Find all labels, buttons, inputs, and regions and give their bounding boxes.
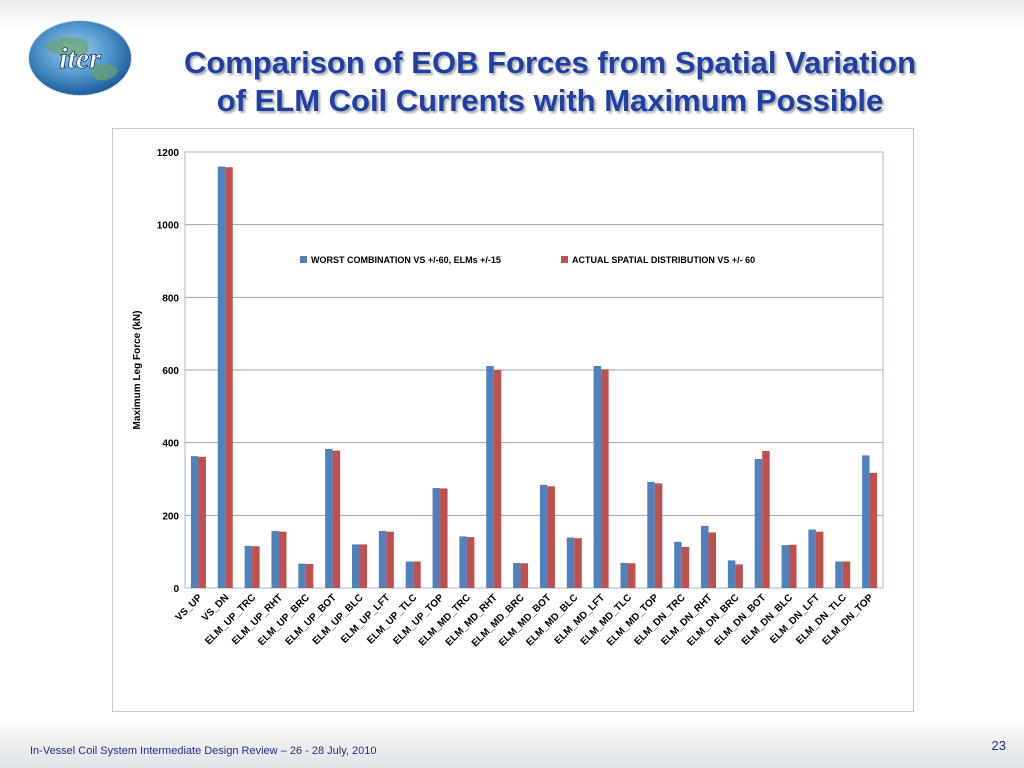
bar-actual-elm-up-trc bbox=[252, 546, 260, 588]
y-tick-label: 1000 bbox=[157, 221, 180, 232]
bar-actual-elm-md-trc bbox=[466, 537, 475, 588]
bar-actual-elm-up-top bbox=[440, 488, 448, 588]
bar-worst-elm-dn-trc bbox=[674, 541, 682, 588]
bar-actual-elm-dn-rht bbox=[708, 532, 716, 588]
bar-actual-elm-dn-blc bbox=[789, 544, 797, 588]
bar-worst-elm-md-trc bbox=[459, 536, 467, 588]
y-tick-label: 600 bbox=[162, 366, 179, 377]
slide-header-band bbox=[0, 0, 1024, 30]
bar-actual-elm-dn-brc bbox=[735, 564, 743, 588]
bar-worst-elm-md-blc bbox=[566, 537, 575, 588]
chart-frame: 0 200 400 600 800 1000 1200 Maximum Leg Force (… bbox=[112, 128, 914, 712]
legend-swatch-worst bbox=[300, 256, 307, 263]
bar-worst-elm-md-tlc bbox=[620, 562, 628, 588]
bar-actual-elm-up-tlc bbox=[413, 561, 421, 588]
bar-actual-elm-md-rht bbox=[493, 370, 502, 588]
bar-worst-elm-dn-top bbox=[862, 455, 870, 588]
bar-worst-elm-up-bot bbox=[325, 448, 333, 588]
bar-actual-elm-up-bot bbox=[332, 450, 341, 588]
legend-label-actual: ACTUAL SPATIAL DISTRIBUTION VS +/- 60 bbox=[572, 255, 755, 265]
bar-worst-vs-up bbox=[190, 456, 199, 588]
bar-actual-elm-up-rht bbox=[278, 531, 287, 588]
y-tick-label: 400 bbox=[162, 439, 179, 450]
legend-swatch-actual bbox=[561, 256, 568, 263]
bar-actual-elm-md-top bbox=[654, 483, 663, 588]
bar-actual-elm-up-brc bbox=[305, 564, 314, 588]
title-line-1: Comparison of EOB Forces from Spatial Va… bbox=[183, 45, 917, 80]
footer-text: In-Vessel Coil System Intermediate Desig… bbox=[30, 745, 377, 757]
slide-title: Comparison of EOB Forces from Spatial Va… bbox=[140, 44, 960, 120]
bar-worst-elm-up-lft bbox=[378, 530, 387, 588]
bar-worst-elm-up-rht bbox=[271, 530, 279, 588]
bar-actual-elm-md-brc bbox=[520, 563, 529, 588]
bar-worst-elm-dn-rht bbox=[701, 525, 709, 588]
bar-actual-elm-dn-tlc bbox=[842, 561, 851, 588]
bar-actual-vs-dn bbox=[225, 167, 233, 588]
bar-actual-elm-up-blc bbox=[359, 544, 367, 588]
y-tick-label: 200 bbox=[162, 511, 179, 522]
logo-wordmark: iter bbox=[59, 42, 101, 75]
y-tick-label: 800 bbox=[162, 293, 179, 304]
bar-worst-elm-md-brc bbox=[513, 562, 521, 588]
legend-label-worst: WORST COMBINATION VS +/-60, ELMs +/-15 bbox=[311, 255, 501, 265]
bar-worst-elm-md-top bbox=[647, 481, 655, 588]
y-tick-label: 1200 bbox=[157, 148, 180, 159]
bar-actual-elm-up-lft bbox=[386, 531, 394, 588]
y-axis-title: Maximum Leg Force (kN) bbox=[132, 311, 143, 430]
bar-worst-elm-dn-tlc bbox=[835, 561, 843, 588]
bar-worst-elm-dn-lft bbox=[808, 529, 816, 588]
slide-footer-band bbox=[0, 718, 1024, 768]
bar-worst-elm-dn-bot bbox=[754, 459, 763, 588]
bar-actual-elm-md-bot bbox=[547, 486, 555, 588]
plot-area bbox=[184, 151, 884, 589]
x-tick-label: VS_UP bbox=[174, 592, 205, 623]
bar-actual-elm-md-tlc bbox=[627, 563, 636, 588]
title-line-2: of ELM Coil Currents with Maximum Possib… bbox=[216, 83, 884, 118]
bar-worst-elm-up-brc bbox=[298, 563, 306, 588]
bar-actual-elm-md-blc bbox=[574, 538, 582, 588]
bar-worst-elm-md-lft bbox=[593, 366, 602, 588]
y-tick-label: 0 bbox=[173, 584, 179, 595]
bar-worst-elm-dn-brc bbox=[727, 560, 736, 588]
bar-actual-vs-up bbox=[198, 456, 206, 588]
bar-worst-vs-dn bbox=[217, 166, 226, 588]
iter-logo: iter bbox=[27, 19, 133, 97]
bar-worst-elm-up-trc bbox=[244, 545, 253, 588]
bar-worst-elm-up-blc bbox=[352, 544, 360, 588]
bar-actual-elm-dn-trc bbox=[681, 546, 690, 588]
bar-worst-elm-md-rht bbox=[486, 366, 494, 588]
bar-worst-elm-up-tlc bbox=[405, 561, 414, 588]
bar-chart: 0 200 400 600 800 1000 1200 Maximum Leg Force (… bbox=[132, 148, 884, 649]
page-number: 23 bbox=[991, 738, 1006, 753]
bar-actual-elm-dn-lft bbox=[815, 531, 824, 588]
bar-actual-elm-dn-top bbox=[869, 472, 878, 588]
bar-actual-elm-md-lft bbox=[601, 369, 609, 588]
bar-worst-elm-dn-blc bbox=[781, 545, 790, 588]
bar-worst-elm-up-top bbox=[432, 488, 441, 588]
bar-actual-elm-dn-bot bbox=[762, 451, 770, 588]
bar-worst-elm-md-bot bbox=[539, 484, 548, 588]
